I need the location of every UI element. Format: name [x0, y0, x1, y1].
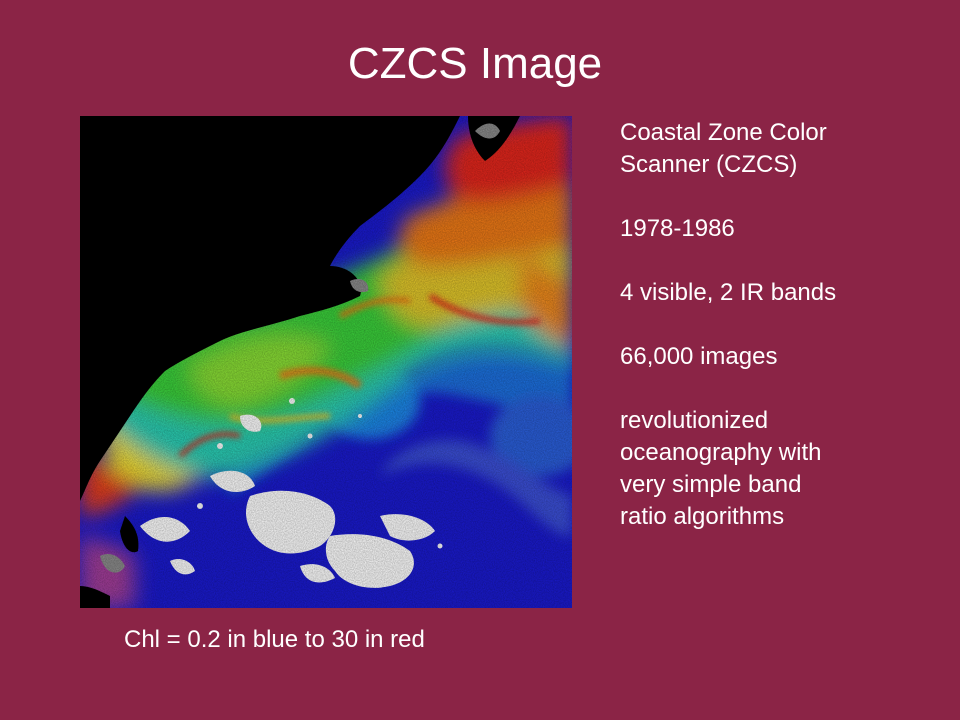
bullet-impact: revolutionized oceanography with very si… — [620, 405, 950, 533]
bullet-line: revolutionized — [620, 407, 769, 434]
bullet-list: Coastal Zone Color Scanner (CZCS) 1978-1… — [620, 117, 950, 565]
bullet-line: 4 visible, 2 IR bands — [620, 279, 837, 306]
bullet-line: Coastal Zone Color — [620, 119, 827, 146]
bullet-years: 1978-1986 — [620, 213, 950, 245]
bullet-line: ratio algorithms — [620, 503, 785, 530]
czcs-satellite-image — [80, 116, 572, 608]
bullet-line: oceanography with — [620, 439, 822, 466]
bullet-sensor-name: Coastal Zone Color Scanner (CZCS) — [620, 117, 950, 181]
bullet-line: very simple band — [620, 471, 802, 498]
bullet-image-count: 66,000 images — [620, 341, 950, 373]
bullet-line: 1978-1986 — [620, 215, 735, 242]
bullet-bands: 4 visible, 2 IR bands — [620, 277, 950, 309]
bullet-line: 66,000 images — [620, 343, 778, 370]
image-caption: Chl = 0.2 in blue to 30 in red — [124, 626, 425, 653]
bullet-line: Scanner (CZCS) — [620, 151, 798, 178]
slide-title: CZCS Image — [347, 39, 603, 88]
